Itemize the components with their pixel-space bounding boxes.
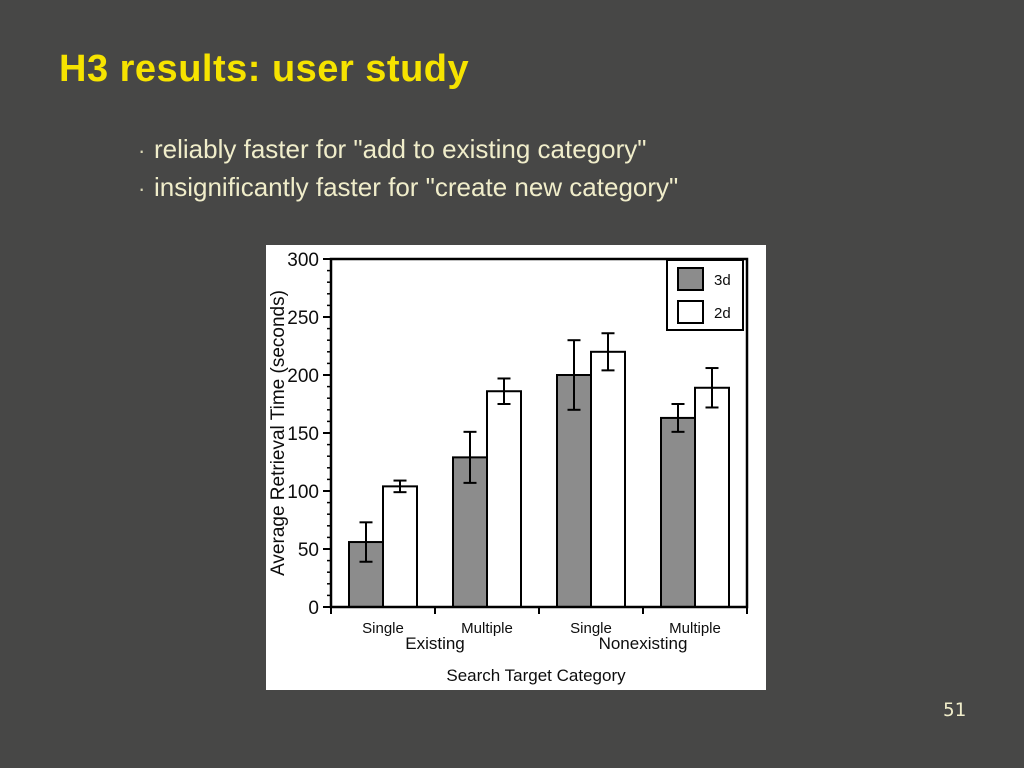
y-tick-label: 150: [287, 424, 319, 445]
page-number: 51: [943, 699, 966, 721]
x-group-label: Nonexisting: [599, 634, 688, 653]
bar-2d-3: [694, 386, 730, 608]
bullet-text: insignificantly faster for "create new c…: [154, 172, 679, 202]
y-axis-title: Average Retrieval Time (seconds): [268, 290, 289, 576]
y-tick-label: 50: [298, 540, 319, 561]
y-tick-label: 300: [287, 250, 319, 271]
bullet-text: reliably faster for "add to existing cat…: [154, 134, 647, 164]
bar-chart: 0 50 100 150 200 250 300 Single Multiple Single Mu…: [268, 250, 749, 685]
x-axis-title: Search Target Category: [446, 666, 626, 685]
chart-panel: 0 50 100 150 200 250 300 Single Multiple Single Mu…: [266, 245, 766, 690]
legend-label-2d: 2d: [714, 305, 731, 322]
bullet-item: · insignificantly faster for "create new…: [138, 169, 678, 207]
y-tick-label: 200: [287, 366, 319, 387]
bar-3d-3: [660, 416, 696, 608]
x-category-label: Multiple: [669, 620, 721, 637]
legend-swatch-3d: [677, 267, 704, 291]
x-category-label: Single: [362, 620, 404, 637]
y-tick-label: 100: [287, 482, 319, 503]
x-category-label: Multiple: [461, 620, 513, 637]
x-category-label: Single: [570, 620, 612, 637]
bullet-dot: ·: [138, 176, 146, 201]
y-tick-label: 250: [287, 308, 319, 329]
slide-title: H3 results: user study: [59, 48, 470, 90]
bar-2d-2: [590, 350, 626, 608]
bullet-list: · reliably faster for "add to existing c…: [138, 131, 678, 207]
plot-frame: [329, 257, 749, 609]
bar-2d-1: [486, 390, 522, 608]
y-tick-label: 0: [308, 598, 319, 619]
x-group-label: Existing: [405, 634, 465, 653]
bar-2d-0: [382, 485, 418, 608]
bullet-dot: ·: [138, 138, 146, 163]
legend-label-3d: 3d: [714, 272, 731, 289]
legend-swatch-2d: [677, 300, 704, 324]
bullet-item: · reliably faster for "add to existing c…: [138, 131, 678, 169]
